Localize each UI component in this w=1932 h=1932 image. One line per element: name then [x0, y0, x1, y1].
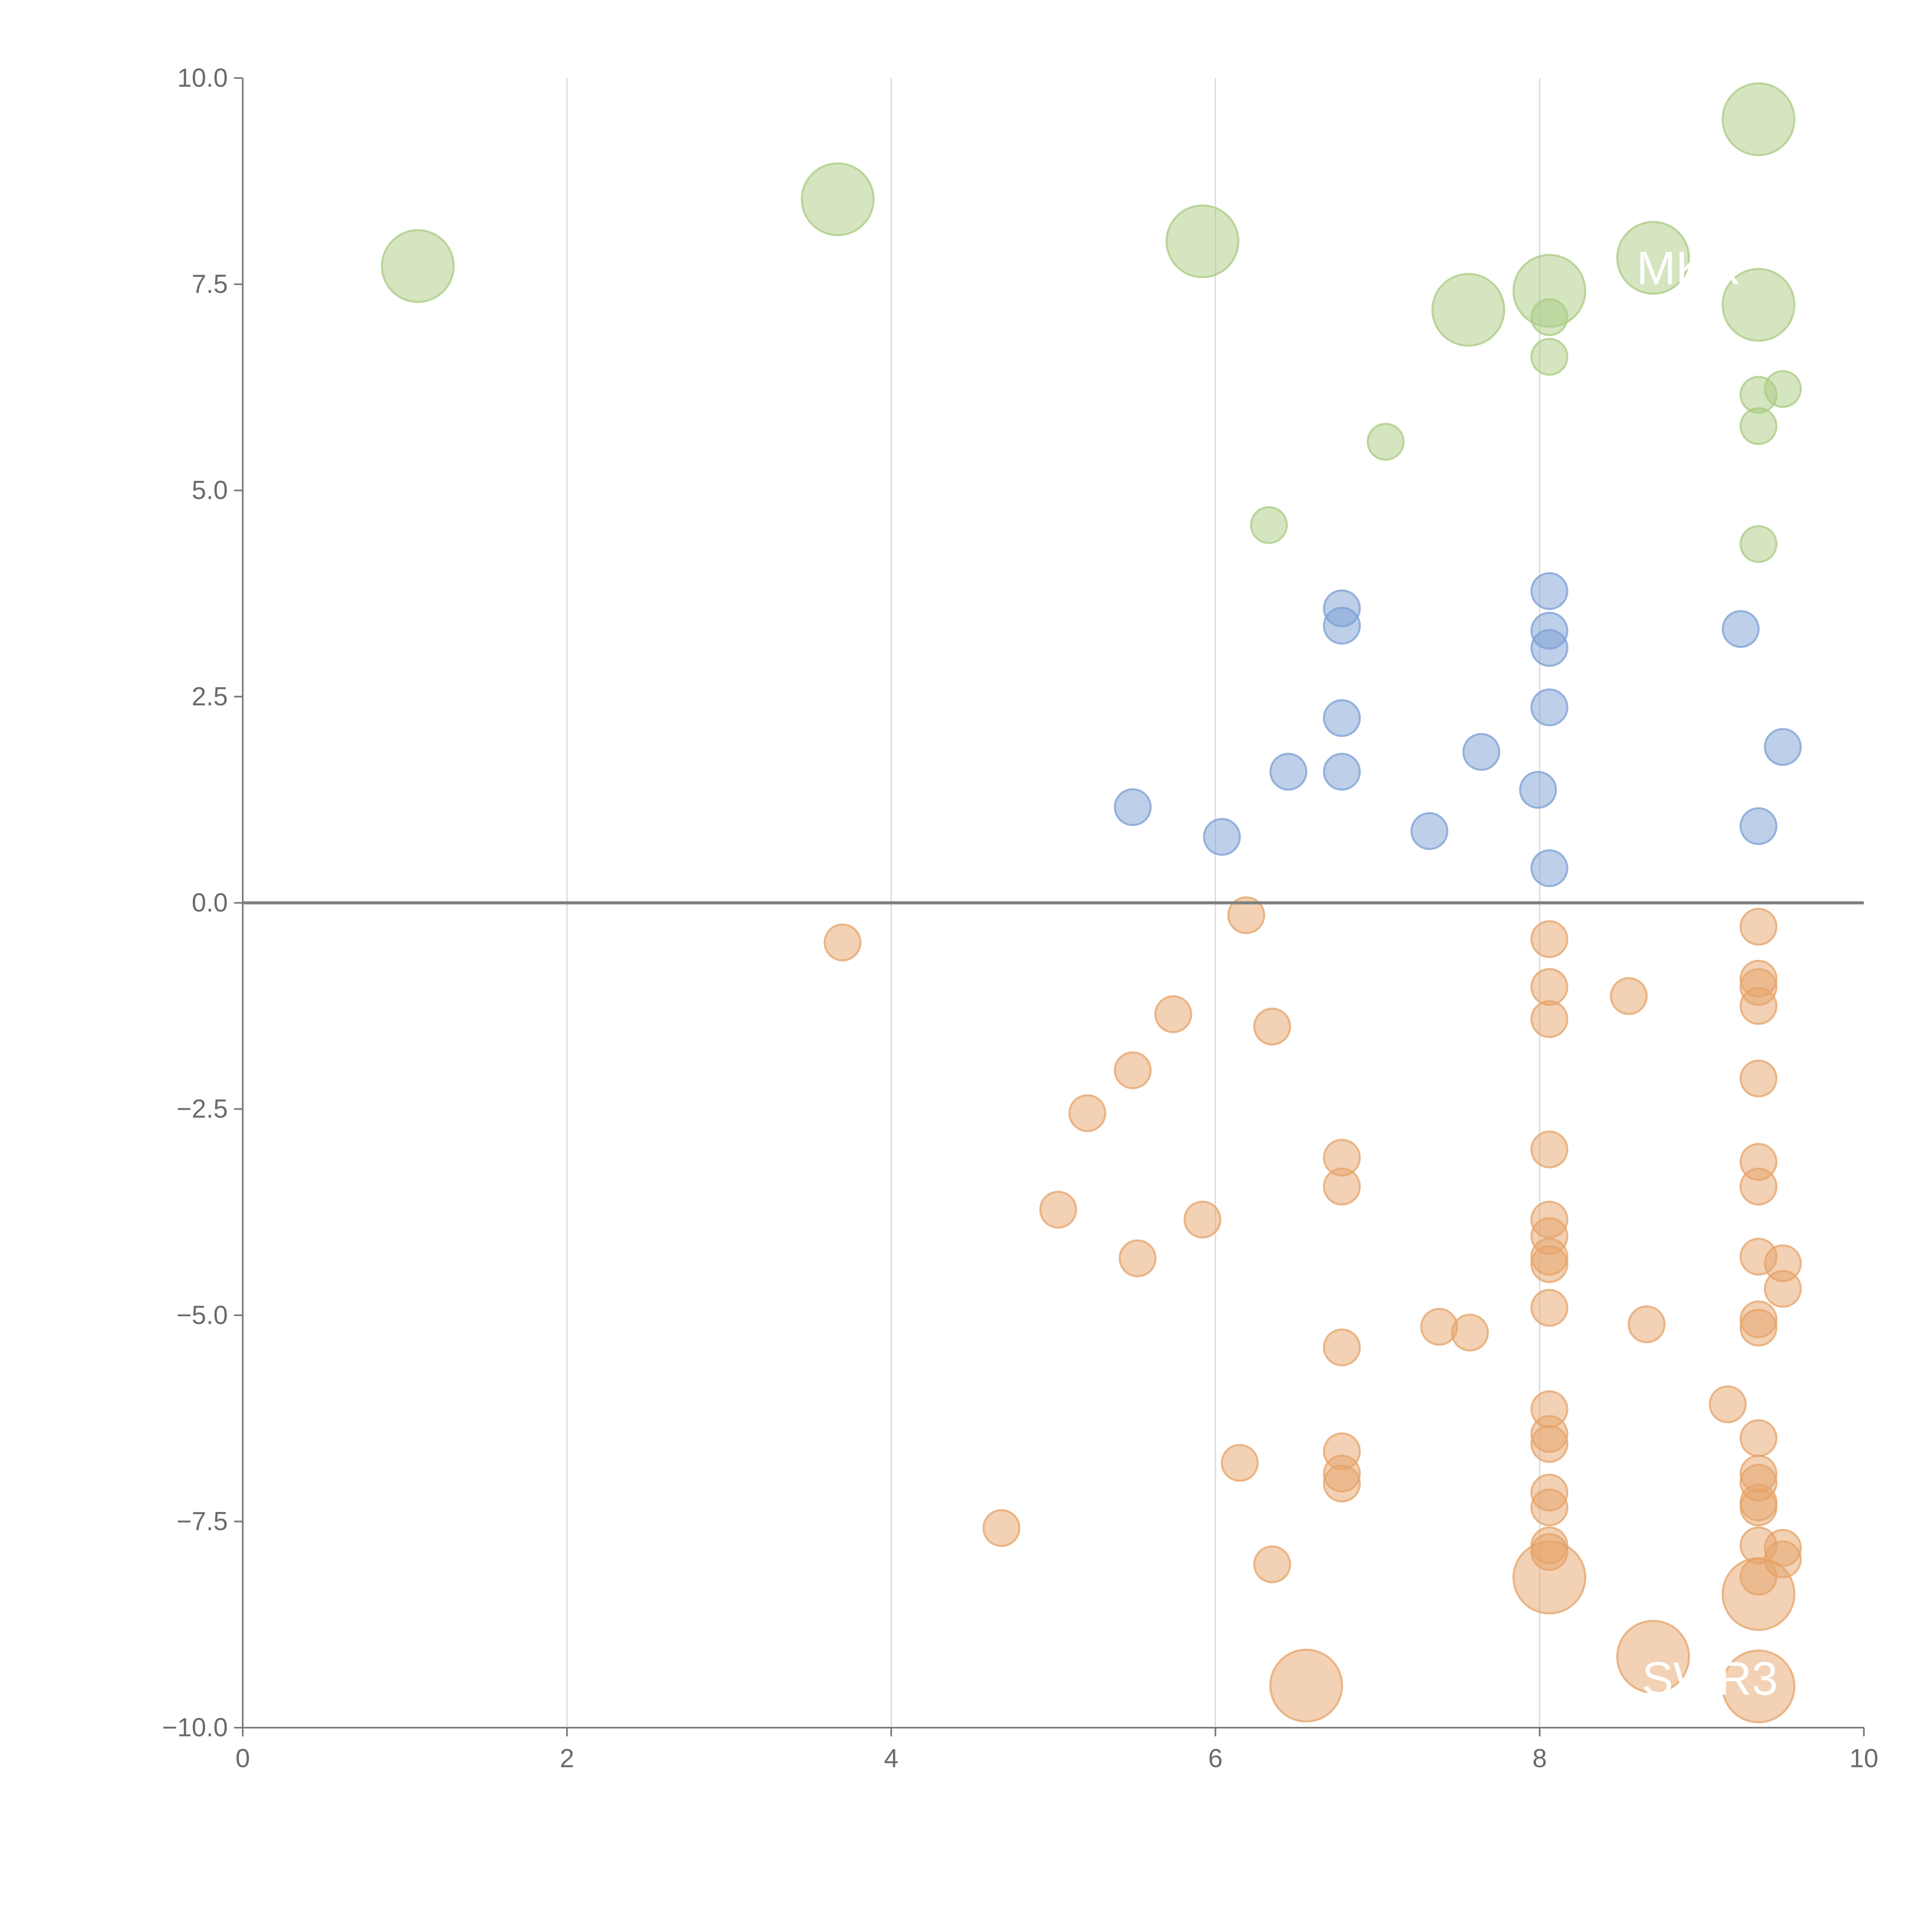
x-tick-label: 4: [884, 1744, 898, 1773]
bubble-blue: [1530, 629, 1568, 667]
bubble-orange: [1269, 1648, 1343, 1723]
bubble-orange: [1628, 1305, 1666, 1344]
bubble-orange: [1451, 1313, 1489, 1352]
bubble-green: [1431, 273, 1505, 347]
bubble-orange: [1721, 1557, 1796, 1631]
bubble-blue: [1114, 788, 1152, 826]
bubble-green: [1764, 370, 1802, 408]
bubble-green: [1367, 423, 1405, 461]
bubble-orange: [1530, 1130, 1568, 1168]
bubble-orange: [1610, 977, 1648, 1015]
y-tick-label: −7.5: [177, 1507, 228, 1536]
bubble-orange: [1530, 1425, 1568, 1463]
bubble-orange: [1119, 1239, 1157, 1277]
bubble-orange: [1512, 1541, 1587, 1615]
bubble-green: [381, 229, 455, 303]
bubble-orange: [1420, 1308, 1458, 1346]
bubble-orange: [982, 1509, 1020, 1547]
bubble-green: [1616, 221, 1690, 295]
bubble-green: [1739, 407, 1778, 445]
bubble-orange: [1709, 1385, 1747, 1423]
y-tick-label: 7.5: [192, 270, 228, 299]
bubble-green: [1530, 298, 1568, 337]
bubble-orange: [1530, 1245, 1568, 1283]
bubble-orange: [1739, 908, 1778, 946]
bubble-blue: [1323, 753, 1361, 791]
bubble-orange: [1068, 1094, 1107, 1132]
bubble-orange: [1530, 1000, 1568, 1038]
y-tick-label: 0.0: [192, 888, 228, 917]
axes: 0 2 4 6 8 10 10.0 7.5 5.0 2.5 0.0 −2.5 −5.0 −7.5 −10.0: [162, 63, 1878, 1773]
bubble-orange: [1323, 1167, 1361, 1206]
bubble-orange: [1616, 1620, 1690, 1694]
bubble-green: [1165, 204, 1240, 279]
bubble-orange: [1530, 920, 1568, 958]
annotation-label: SWR3: [1642, 1652, 1778, 1705]
bubble-orange: [1253, 1007, 1291, 1046]
bubble-orange: [823, 923, 862, 962]
data-points: [381, 82, 1802, 1723]
bubble-orange: [1530, 968, 1568, 1006]
bubble-orange: [1183, 1201, 1221, 1239]
bubble-orange: [1221, 1444, 1259, 1482]
x-tick-label: 2: [560, 1744, 574, 1773]
bubble-blue: [1721, 610, 1760, 648]
bubble-green: [1739, 525, 1778, 563]
bubble-green: [1721, 268, 1796, 342]
bubble-blue: [1323, 699, 1361, 737]
x-tick-label: 0: [235, 1744, 250, 1773]
bubble-blue: [1269, 753, 1308, 791]
bubble-blue: [1519, 771, 1557, 809]
bubble-orange: [1253, 1545, 1291, 1583]
bubble-orange: [1739, 1308, 1778, 1347]
bubble-orange: [1323, 1328, 1361, 1367]
x-tick-label: 10: [1849, 1744, 1878, 1773]
bubble-orange: [1739, 987, 1778, 1025]
y-tick-label: −10.0: [162, 1713, 228, 1742]
bubble-orange: [1227, 896, 1265, 934]
y-tick-label: 2.5: [192, 682, 228, 711]
bubble-orange: [1114, 1051, 1152, 1089]
bubble-green: [1721, 82, 1796, 156]
y-tick-label: 10.0: [177, 63, 228, 92]
bubble-orange: [1530, 1488, 1568, 1527]
bubble-orange: [1154, 995, 1192, 1033]
bubble-green: [1530, 338, 1568, 376]
bubble-blue: [1530, 572, 1568, 610]
x-tick-label: 6: [1208, 1744, 1223, 1773]
y-tick-label: −2.5: [177, 1095, 228, 1124]
x-tick-label: 8: [1532, 1744, 1547, 1773]
bubble-orange: [1764, 1270, 1802, 1308]
bubble-blue: [1410, 812, 1449, 850]
bubble-green: [1250, 506, 1288, 544]
annotation-label: MKR: [1636, 242, 1741, 294]
y-tick-label: −5.0: [177, 1301, 228, 1330]
bubble-blue: [1764, 728, 1802, 766]
bubble-blue: [1530, 849, 1568, 887]
y-tick-label: 5.0: [192, 476, 228, 505]
bubble-orange: [1739, 1060, 1778, 1098]
bubble-orange: [1739, 1488, 1778, 1527]
bubble-orange: [1039, 1190, 1077, 1229]
bubble-orange: [1721, 1649, 1796, 1723]
bubble-blue: [1739, 807, 1778, 845]
bubble-blue: [1203, 818, 1241, 856]
annotations: MKR SWR3: [1636, 242, 1778, 1705]
bubble-blue: [1462, 733, 1500, 771]
bubble-orange: [1739, 1167, 1778, 1206]
bubble-orange: [1530, 1289, 1568, 1327]
bubble-blue: [1323, 607, 1361, 645]
bubble-blue: [1530, 688, 1568, 726]
bubble-orange: [1323, 1464, 1361, 1503]
bubble-green: [801, 162, 875, 236]
bubble-orange: [1739, 1419, 1778, 1457]
